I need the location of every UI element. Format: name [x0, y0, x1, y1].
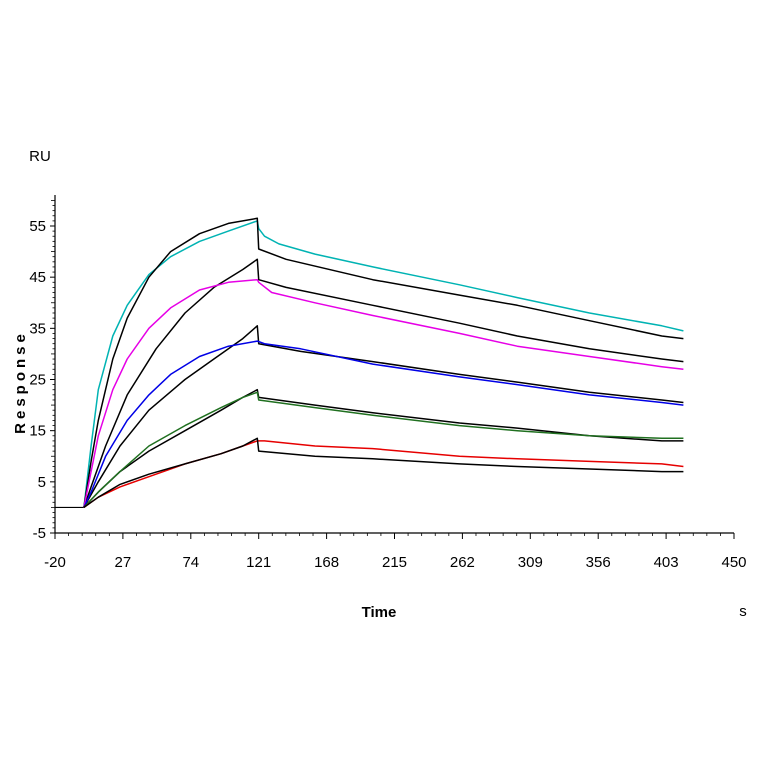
- y-tick-label: 5: [38, 474, 46, 491]
- x-unit-label: s: [739, 603, 747, 620]
- series-line-9: [83, 440, 684, 509]
- y-axis-title: Response: [12, 330, 29, 434]
- x-tick-label: 262: [450, 554, 475, 571]
- x-tick-label: 450: [721, 554, 746, 571]
- series-line-10: [83, 437, 684, 509]
- series-line-7: [83, 388, 684, 508]
- y-tick-label: 45: [29, 269, 46, 286]
- series-layer: [55, 217, 684, 509]
- x-tick-label: 27: [115, 554, 132, 571]
- y-unit-label: RU: [29, 148, 51, 165]
- y-tick-label: 25: [29, 372, 46, 389]
- y-tick-label: -5: [33, 525, 46, 542]
- x-tick-label: 215: [382, 554, 407, 571]
- x-tick-label: -20: [44, 554, 66, 571]
- series-line-2: [83, 217, 684, 508]
- x-axis-title: Time: [362, 604, 397, 621]
- series-line-8: [83, 391, 684, 508]
- x-tick-label: 121: [246, 554, 271, 571]
- series-line-6: [83, 340, 684, 508]
- series-line-1: [83, 220, 684, 508]
- series-line-4: [83, 278, 684, 508]
- x-tick-label: 309: [518, 554, 543, 571]
- axes-layer: -5 5 15 25 35 45 55 -20 27 74 121 168 215 262 309 356 40…: [29, 195, 747, 571]
- x-tick-label: 168: [314, 554, 339, 571]
- series-line-3: [83, 258, 684, 508]
- y-tick-label: 15: [29, 423, 46, 440]
- x-tick-label: 403: [654, 554, 679, 571]
- series-line-5: [83, 325, 684, 508]
- y-tick-label: 55: [29, 218, 46, 235]
- y-tick-label: 35: [29, 320, 46, 337]
- x-tick-label: 74: [182, 554, 199, 571]
- x-tick-label: 356: [586, 554, 611, 571]
